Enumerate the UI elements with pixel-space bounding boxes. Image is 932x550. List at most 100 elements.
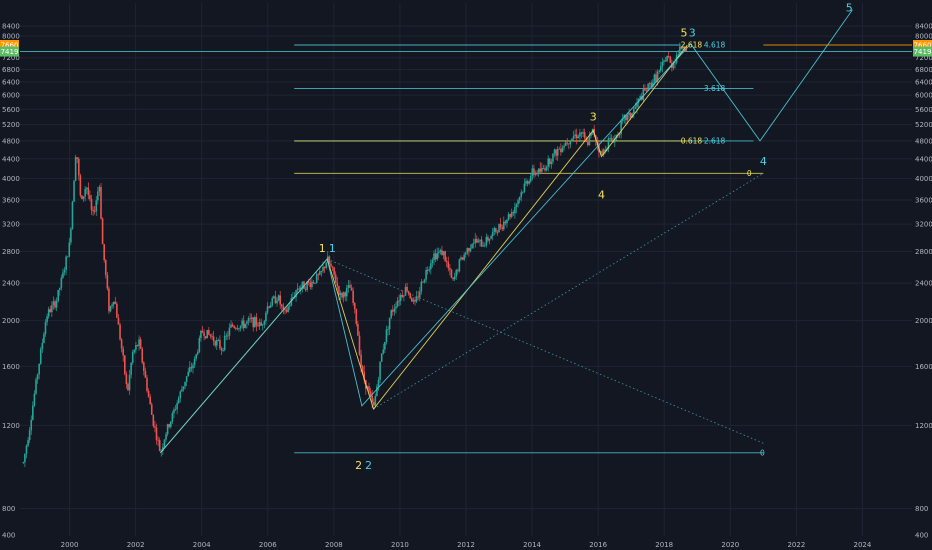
price-candle	[376, 386, 378, 397]
fib-label: 2.618	[704, 136, 726, 145]
price-candle	[355, 309, 358, 325]
y-tick-label: 6800	[915, 66, 932, 74]
price-candle	[644, 89, 646, 91]
price-candle	[288, 305, 291, 307]
price-candle	[564, 142, 567, 147]
price-candle	[244, 323, 247, 329]
price-candle	[502, 221, 505, 230]
price-candle	[631, 113, 634, 118]
price-candle	[663, 60, 665, 62]
price-candle	[379, 361, 381, 380]
price-candle	[146, 377, 148, 391]
price-candle	[464, 252, 467, 255]
x-tick-label: 2010	[391, 541, 409, 549]
y-tick-label: 8000	[915, 33, 932, 41]
price-candle	[282, 306, 285, 310]
price-candle	[558, 148, 561, 150]
price-candle	[120, 339, 123, 349]
price-candle	[24, 453, 26, 463]
price-candle	[215, 340, 218, 346]
price-candle	[420, 281, 423, 292]
price-candle	[534, 172, 537, 175]
price-candle	[369, 391, 372, 396]
price-candle	[108, 288, 110, 312]
price-candle	[480, 239, 483, 247]
x-tick-label: 2016	[589, 541, 607, 549]
price-candle	[645, 90, 648, 92]
price-candle	[349, 285, 351, 288]
price-candle	[255, 317, 258, 326]
price-badge-label: 7419	[1, 48, 19, 56]
price-candle	[247, 318, 250, 322]
price-candle	[130, 362, 132, 375]
price-candle	[621, 118, 624, 122]
price-candle	[357, 324, 359, 336]
price-candle	[189, 367, 191, 372]
price-candle	[98, 186, 101, 192]
x-tick-label: 2002	[127, 541, 145, 549]
price-candle	[485, 236, 488, 246]
price-candle	[219, 339, 221, 349]
price-candle	[607, 138, 610, 149]
price-candle	[650, 83, 653, 88]
price-candle	[28, 430, 31, 441]
price-candle	[271, 297, 274, 306]
price-candle	[393, 308, 396, 312]
price-candle	[444, 251, 446, 261]
price-candle	[372, 401, 375, 406]
price-candle	[109, 306, 112, 312]
price-candle	[323, 266, 326, 268]
price-candle	[342, 292, 345, 298]
price-candle	[195, 354, 197, 359]
price-candle	[401, 295, 404, 297]
wave-label: 5	[846, 1, 853, 14]
price-candle	[495, 228, 497, 232]
price-candle	[461, 257, 464, 260]
price-candle	[667, 55, 670, 57]
price-candle	[95, 200, 98, 212]
price-candle	[258, 322, 261, 327]
price-candle	[284, 309, 286, 311]
price-candle	[548, 158, 551, 165]
price-candle	[147, 390, 150, 397]
y-tick-label: 3200	[2, 221, 20, 229]
price-candle	[165, 434, 167, 440]
price-candle	[493, 228, 496, 232]
price-badge-label: 7419	[914, 48, 932, 56]
price-candle	[468, 248, 470, 252]
price-candle	[84, 188, 86, 197]
price-candle	[587, 142, 589, 146]
price-candle	[311, 281, 313, 288]
price-candle	[228, 327, 231, 336]
price-candle	[193, 358, 196, 366]
price-candle	[122, 348, 125, 356]
wave-label: 1	[319, 242, 326, 255]
price-candle	[599, 151, 602, 153]
price-candle	[436, 253, 438, 260]
price-badge	[913, 40, 932, 51]
price-candle	[648, 83, 651, 84]
price-candle	[274, 296, 277, 304]
price-candle	[212, 336, 215, 342]
price-candle	[304, 288, 307, 290]
y-tick-label: 4800	[2, 137, 20, 145]
price-candle	[57, 289, 59, 301]
price-candle	[330, 263, 332, 267]
price-candle	[517, 200, 519, 205]
price-candle	[618, 134, 621, 136]
price-candle	[496, 231, 499, 233]
price-candle	[472, 242, 475, 244]
y-tick-label: 800	[915, 505, 928, 513]
price-candle	[66, 256, 69, 258]
price-candle	[295, 290, 297, 297]
price-badge-label: 7660	[914, 42, 932, 50]
price-candle	[460, 257, 462, 260]
price-candle	[588, 136, 591, 146]
y-tick-label: 1200	[2, 422, 20, 430]
price-candle	[127, 384, 129, 391]
price-candle	[569, 141, 572, 145]
price-candle	[518, 197, 521, 201]
price-candle	[287, 306, 289, 312]
